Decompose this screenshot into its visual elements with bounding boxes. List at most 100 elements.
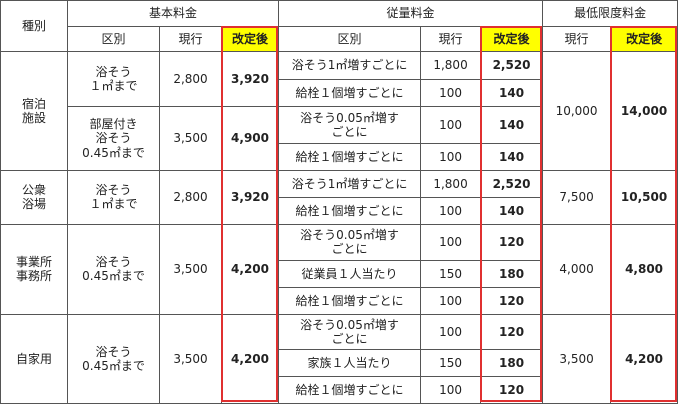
basic-revised-cell: 4,200 <box>220 313 280 405</box>
basic-current-cell: 3,500 <box>159 105 222 172</box>
metered-division-cell: 浴そう1㎡増すごとに <box>278 170 422 198</box>
header-basic-revised: 改定後 <box>220 26 280 52</box>
metered-division-cell-line: ごとに <box>331 331 368 346</box>
metered-current-cell: 100 <box>420 375 482 405</box>
category-cell-line: 施設 <box>21 111 46 125</box>
metered-revised-cell: 120 <box>480 223 544 262</box>
category-cell: 事業所 事務所 <box>0 223 68 315</box>
header-metered-current: 現行 <box>420 26 482 52</box>
metered-current-cell: 100 <box>420 223 482 262</box>
basic-revised-cell: 3,920 <box>220 170 280 225</box>
table-row: 事業所 事務所 浴そう 0.45㎡まで 3,500 4,200 浴そう0.05㎡増す ごとに 1… <box>0 223 678 315</box>
basic-revised-cell: 4,200 <box>220 223 280 315</box>
metered-division-cell-line: 給栓１個増すごとに <box>295 293 404 308</box>
category-cell: 宿泊 施設 <box>0 50 68 172</box>
metered-division-cell-line: ごとに <box>331 124 368 139</box>
metered-current-cell: 1,800 <box>420 51 482 80</box>
table-row: 従業員１人当たり 150 180 <box>1 260 678 288</box>
metered-division-cell: 家族１人当たり <box>278 349 422 377</box>
metered-revised-cell: 140 <box>480 196 544 225</box>
metered-division-cell: 給栓１個増すごとに <box>278 375 422 405</box>
minimum-current-cell: 10,000 <box>542 50 612 172</box>
metered-current-cell: 150 <box>420 260 482 288</box>
basic-division-cell: 部屋付き 浴そう 0.45㎡まで <box>67 105 160 172</box>
metered-current-cell: 100 <box>420 286 482 315</box>
category-cell: 公衆 浴場 <box>0 170 68 225</box>
metered-division-cell: 給栓１個増すごとに <box>278 196 422 225</box>
table-row: 公衆 浴場 浴そう １㎡まで 2,800 3,920 浴そう1㎡増すごとに 1,800 2,52… <box>0 170 678 225</box>
header-metered-fee: 従量料金 <box>278 0 544 27</box>
table-row: 給栓１個増すごとに 100 140 <box>1 143 678 172</box>
basic-current-cell: 2,800 <box>159 170 222 225</box>
basic-division-cell-line: 部屋付き <box>89 116 138 131</box>
basic-current-cell: 2,800 <box>159 51 222 107</box>
minimum-revised-cell: 10,500 <box>610 170 678 225</box>
metered-current-cell: 100 <box>420 313 482 351</box>
minimum-revised-cell: 4,200 <box>610 313 678 405</box>
category-cell: 自家用 <box>0 313 68 405</box>
metered-division-cell-line: 従業員１人当たり <box>301 266 398 281</box>
metered-revised-cell: 120 <box>480 286 544 315</box>
metered-division-cell-line: 家族１人当たり <box>307 355 392 370</box>
metered-current-cell: 100 <box>420 196 482 225</box>
basic-division-cell-line: 浴そう <box>95 254 132 269</box>
metered-current-cell: 100 <box>420 143 482 172</box>
category-cell-line: 事務所 <box>15 269 52 284</box>
basic-division-cell-line: 浴そう <box>95 183 132 198</box>
basic-revised-cell: 4,900 <box>220 105 280 172</box>
header-row-2: 区別 現行 改定後 区別 現行 改定後 現行 改定後 <box>1 26 678 52</box>
minimum-current-cell: 7,500 <box>542 170 612 225</box>
basic-division-cell: 浴そう 0.45㎡まで <box>67 313 160 405</box>
metered-current-cell: 100 <box>420 78 482 107</box>
metered-revised-cell: 180 <box>480 349 544 377</box>
header-metered-division: 区別 <box>278 26 422 52</box>
category-cell-line: 宿泊 <box>21 96 46 111</box>
metered-revised-cell: 180 <box>480 260 544 288</box>
header-minimum-fee: 最低限度料金 <box>542 0 678 27</box>
metered-division-cell-line: 給栓１個増すごとに <box>295 203 404 218</box>
minimum-current-cell: 3,500 <box>542 313 612 405</box>
minimum-revised-cell: 14,000 <box>610 50 678 172</box>
header-minimum-revised: 改定後 <box>610 26 678 52</box>
metered-revised-cell: 140 <box>480 105 544 145</box>
metered-revised-cell: 2,520 <box>480 51 544 80</box>
header-basic-current: 現行 <box>159 26 222 52</box>
table-row: 給栓１個増すごとに 100 120 <box>1 375 678 405</box>
metered-current-cell: 100 <box>420 105 482 145</box>
basic-division-cell-line: 浴そう <box>95 64 132 79</box>
basic-current-cell: 3,500 <box>159 313 222 405</box>
basic-division-cell-line: 0.45㎡まで <box>82 358 145 373</box>
basic-division-cell-line: 0.45㎡まで <box>82 269 145 284</box>
basic-division-cell: 浴そう １㎡まで <box>67 170 160 225</box>
metered-division-cell-line: 給栓１個増すごとに <box>295 85 404 100</box>
metered-current-cell: 1,800 <box>420 170 482 198</box>
metered-division-cell-line: 給栓１個増すごとに <box>295 382 404 397</box>
category-cell-line: 自家用 <box>15 351 52 366</box>
category-cell-line: 浴場 <box>21 197 46 212</box>
table-row: 自家用 浴そう 0.45㎡まで 3,500 4,200 浴そう0.05㎡増す ごとに 100 1… <box>0 313 678 405</box>
header-category: 種別 <box>0 0 68 52</box>
metered-division-cell-line: 浴そう0.05㎡増す <box>300 110 399 125</box>
basic-division-cell-line: 浴そう <box>95 131 132 146</box>
metered-division-cell: 浴そう1㎡増すごとに <box>278 51 422 80</box>
table-row: 部屋付き 浴そう 0.45㎡まで 3,500 4,900 浴そう0.05㎡増す ごとに 100… <box>1 105 678 172</box>
metered-division-cell: 従業員１人当たり <box>278 260 422 288</box>
basic-current-cell: 3,500 <box>159 223 222 315</box>
metered-division-cell: 浴そう0.05㎡増す ごとに <box>278 105 422 145</box>
metered-revised-cell: 120 <box>480 375 544 405</box>
basic-division-cell: 浴そう １㎡まで <box>67 51 160 107</box>
metered-revised-cell: 140 <box>480 78 544 107</box>
metered-division-cell: 給栓１個増すごとに <box>278 78 422 107</box>
metered-division-cell: 給栓１個増すごとに <box>278 286 422 315</box>
metered-revised-cell: 120 <box>480 313 544 351</box>
header-metered-revised: 改定後 <box>480 26 544 52</box>
header-basic-division: 区別 <box>67 26 160 52</box>
metered-division-cell-line: 浴そう0.05㎡増す <box>300 228 399 243</box>
metered-revised-cell: 2,520 <box>480 170 544 198</box>
metered-revised-cell: 140 <box>480 143 544 172</box>
minimum-revised-cell: 4,800 <box>610 223 678 315</box>
minimum-current-cell: 4,000 <box>542 223 612 315</box>
header-row-1: 種別 基本料金 従量料金 最低限度料金 <box>0 0 678 52</box>
metered-division-cell-line: 浴そう0.05㎡増す <box>300 317 399 332</box>
metered-division-cell: 浴そう0.05㎡増す ごとに <box>278 313 422 351</box>
